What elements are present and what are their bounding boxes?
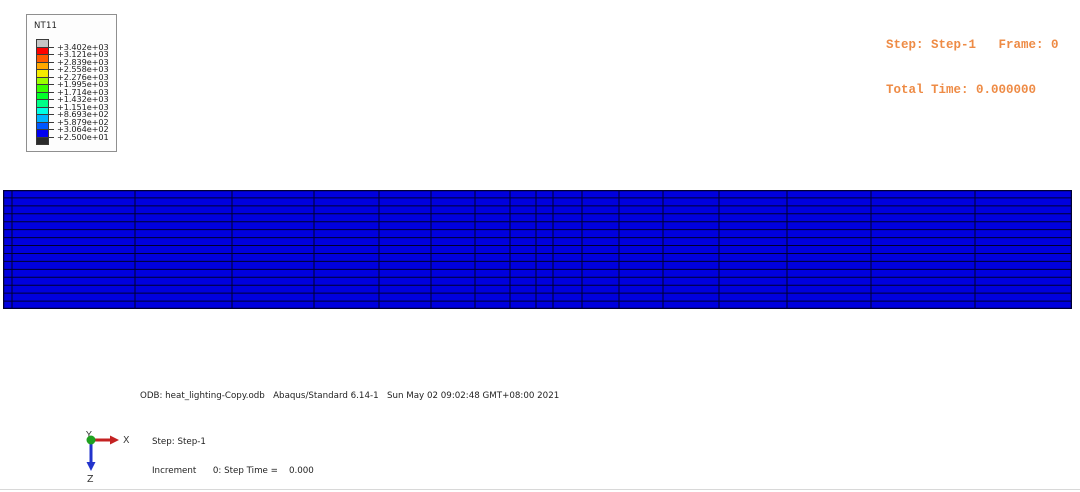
legend-tick: [48, 114, 54, 115]
legend-value-label: +2.839e+03: [57, 56, 109, 67]
legend-tick: [48, 99, 54, 100]
legend-title: NT11: [34, 21, 58, 31]
state-increment-line: Increment 0: Step Time = 0.000: [152, 465, 314, 476]
model-mesh[interactable]: [2, 189, 1073, 313]
x-axis-arrowhead: [110, 435, 119, 445]
legend-value-label: +2.276e+03: [57, 71, 109, 82]
triad-x-label: X: [123, 435, 130, 446]
legend-swatch: [37, 130, 48, 138]
legend-swatch: [37, 92, 48, 100]
legend-value-label: +1.151e+03: [57, 101, 109, 112]
window-bottom-edge: [0, 489, 1080, 490]
state-block: Step: Step-1 Increment 0: Step Time = 0.…: [152, 419, 402, 492]
legend-value-label: +1.995e+03: [57, 79, 109, 90]
legend-value-label: +3.064e+02: [57, 124, 109, 135]
state-step-line: Step: Step-1: [152, 437, 206, 448]
legend-value-label: +1.432e+03: [57, 94, 109, 105]
legend-value-label: +2.500e+01: [57, 131, 109, 142]
contour-legend: NT11 +3.402e+03 +3.121e+03 +2.839e+03 +2.55…: [26, 14, 117, 152]
legend-value-label: +2.558e+03: [57, 64, 109, 75]
legend-swatch: [37, 62, 48, 70]
legend-tick: [48, 46, 54, 48]
legend-tick: [48, 91, 54, 93]
mesh-fill[interactable]: [3, 190, 1072, 309]
legend-value-label: +8.693e+02: [57, 109, 109, 120]
legend-swatch: [37, 85, 48, 93]
legend-swatch: [37, 77, 48, 85]
view-triad: Y X Z: [85, 430, 130, 485]
legend-tick: [48, 61, 54, 63]
legend-swatch: [37, 55, 48, 63]
legend-value-label: +5.879e+02: [57, 116, 109, 127]
legend-tick: [48, 136, 54, 138]
total-time-line: Total Time: 0.000000: [886, 83, 1037, 97]
step-frame-line: Step: Step-1 Frame: 0: [886, 38, 1059, 52]
legend-value-label: +3.402e+03: [57, 41, 109, 52]
legend-tick: [48, 121, 54, 123]
legend-tick: [48, 106, 54, 108]
legend-annotations: +3.402e+03 +3.121e+03 +2.839e+03 +2.558e+03…: [27, 15, 116, 151]
legend-swatch: [37, 100, 48, 108]
legend-swatch: [37, 40, 48, 48]
legend-swatch: [37, 107, 48, 115]
odb-info-text: ODB: heat_lighting-Copy.odb Abaqus/Stand…: [140, 391, 560, 401]
y-axis-marker: [86, 435, 96, 445]
step-frame-annotation: Step: Step-1 Frame: 0 Total Time: 0.0000…: [886, 8, 1059, 128]
legend-swatch: [37, 70, 48, 78]
legend-tick: [48, 76, 54, 78]
legend-tick: [48, 69, 54, 70]
z-axis-arrowhead: [86, 462, 96, 471]
legend-swatch: [37, 137, 48, 144]
legend-swatch: [37, 115, 48, 123]
mesh-outline: [2, 189, 1073, 310]
legend-tick: [48, 54, 54, 55]
triad-z-label: Z: [87, 474, 94, 485]
legend-swatch: [37, 122, 48, 130]
triad-y-label: Y: [85, 430, 92, 441]
legend-tick: [48, 129, 54, 130]
legend-tick: [48, 84, 54, 85]
legend-value-label: +3.121e+03: [57, 49, 109, 60]
legend-value-label: +1.714e+03: [57, 86, 109, 97]
legend-swatch: [37, 47, 48, 55]
